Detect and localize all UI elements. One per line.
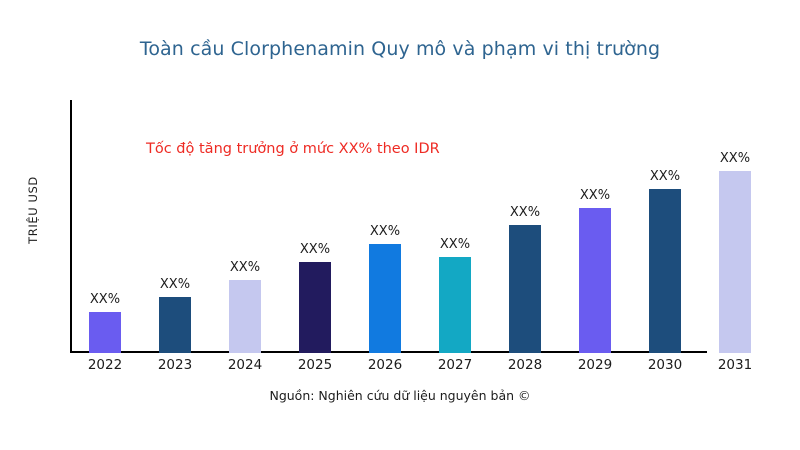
bar-2029[interactable] bbox=[579, 208, 611, 353]
bar-value-label: XX% bbox=[509, 205, 541, 220]
bar-slot: XX% bbox=[140, 100, 210, 353]
bar-slot: XX% bbox=[280, 100, 350, 353]
x-tick-2026: 2026 bbox=[367, 357, 403, 373]
bar-slot: XX% bbox=[490, 100, 560, 353]
bar-value-label: XX% bbox=[229, 260, 261, 275]
bar-slot: XX% bbox=[420, 100, 490, 353]
x-tick-2029: 2029 bbox=[577, 357, 613, 373]
x-tick-2027: 2027 bbox=[437, 357, 473, 373]
x-tick-2025: 2025 bbox=[297, 357, 333, 373]
bar-2028[interactable] bbox=[509, 225, 541, 353]
x-tick-2028: 2028 bbox=[507, 357, 543, 373]
growth-rate-annotation: Tốc độ tăng trưởng ở mức XX% theo IDR bbox=[146, 141, 440, 157]
y-axis-line bbox=[70, 100, 72, 353]
bar-2023[interactable] bbox=[159, 297, 191, 353]
bar-value-label: XX% bbox=[89, 292, 121, 307]
x-tick-2024: 2024 bbox=[227, 357, 263, 373]
y-axis-label: TRIỆU USD bbox=[26, 176, 40, 244]
bar-value-label: XX% bbox=[159, 277, 191, 292]
bar-value-label: XX% bbox=[579, 188, 611, 203]
x-tick-2023: 2023 bbox=[157, 357, 193, 373]
x-tick-2031: 2031 bbox=[717, 357, 753, 373]
plot-area: XX% XX% XX% XX% XX% XX% XX% XX% XX% XX% bbox=[70, 100, 800, 353]
bar-value-label: XX% bbox=[439, 237, 471, 252]
y-axis-label-wrapper: TRIỆU USD bbox=[22, 150, 44, 270]
bar-slot: XX% bbox=[350, 100, 420, 353]
bar-2022[interactable] bbox=[89, 312, 121, 353]
chart-title: Toàn cầu Clorphenamin Quy mô và phạm vi … bbox=[139, 38, 661, 60]
bar-slot: XX% bbox=[210, 100, 280, 353]
bar-value-label: XX% bbox=[719, 151, 751, 166]
bar-2030[interactable] bbox=[649, 189, 681, 353]
bar-value-label: XX% bbox=[649, 169, 681, 184]
bar-slot: XX% bbox=[70, 100, 140, 353]
bar-2027[interactable] bbox=[439, 257, 471, 353]
bar-2025[interactable] bbox=[299, 262, 331, 353]
bar-2026[interactable] bbox=[369, 244, 401, 353]
bar-2024[interactable] bbox=[229, 280, 261, 353]
x-tick-2022: 2022 bbox=[87, 357, 123, 373]
bar-slot: XX% bbox=[630, 100, 700, 353]
bar-2031[interactable] bbox=[719, 171, 751, 353]
bar-value-label: XX% bbox=[369, 224, 401, 239]
x-tick-2030: 2030 bbox=[647, 357, 683, 373]
bar-slot: XX% bbox=[700, 100, 770, 353]
bar-slot: XX% bbox=[560, 100, 630, 353]
source-caption: Nguồn: Nghiên cứu dữ liệu nguyên bản © bbox=[269, 388, 531, 403]
bar-value-label: XX% bbox=[299, 242, 331, 257]
